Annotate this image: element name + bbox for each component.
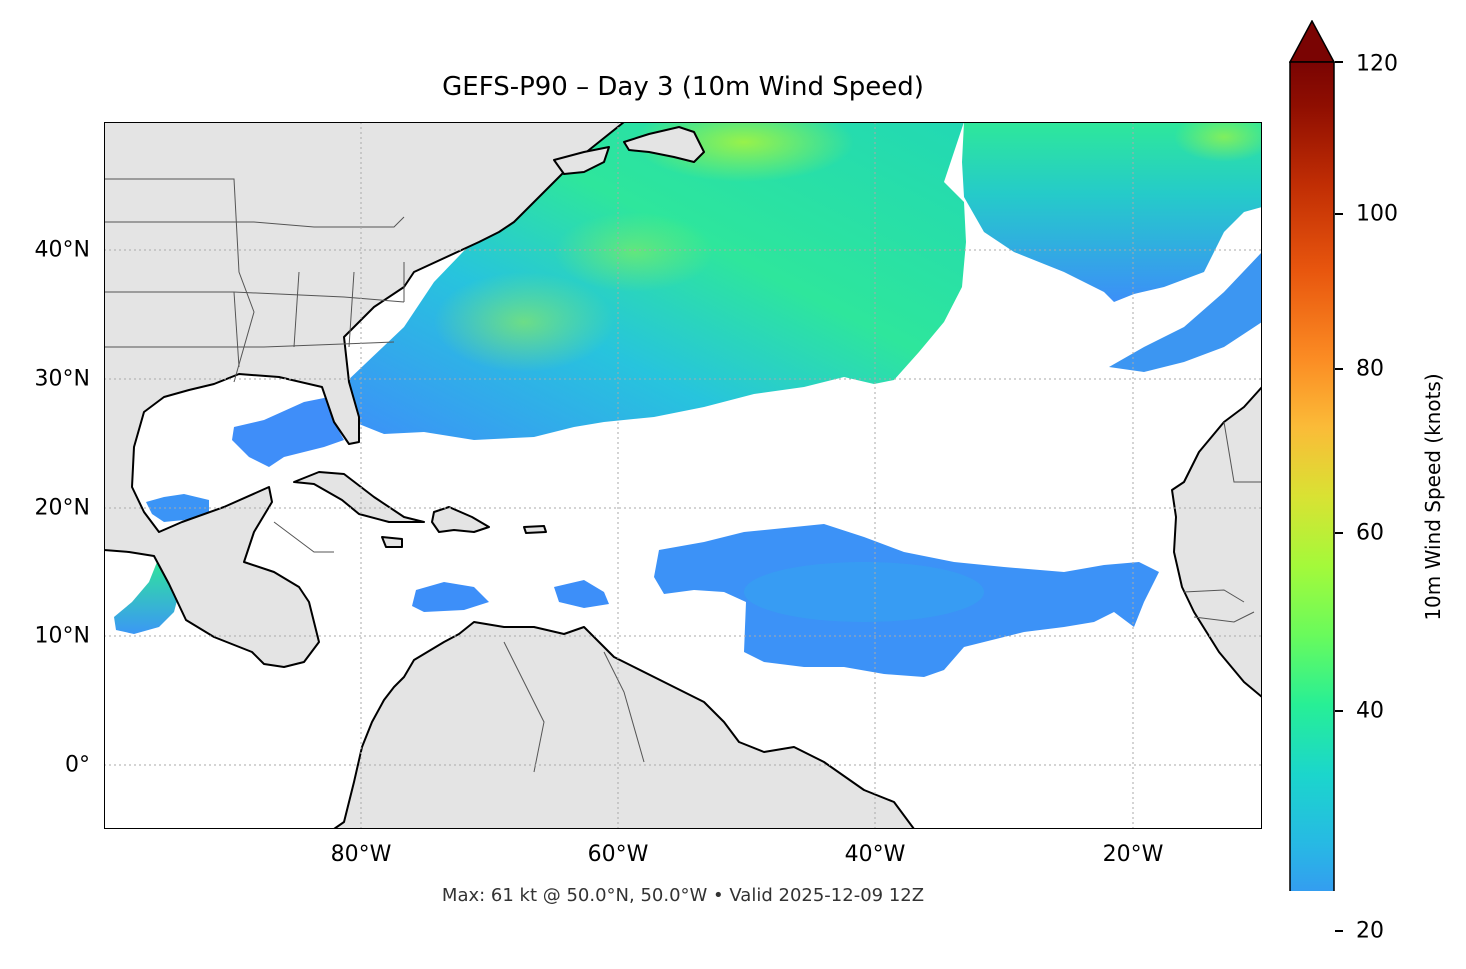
y-tick-30n: 30°N <box>34 366 90 392</box>
colorbar-tick-20 <box>1335 930 1343 932</box>
colorbar-label-20: 20 <box>1356 918 1384 944</box>
x-tick-20w: 20°W <box>1102 842 1164 867</box>
colorbar-label-60: 60 <box>1356 520 1384 546</box>
colorbar-axis-label: 10m Wind Speed (knots) <box>1421 373 1445 621</box>
gridlines <box>104 122 1262 829</box>
colorbar-tick-60 <box>1335 532 1343 534</box>
map-plot-area <box>104 122 1262 829</box>
wind-speed-map <box>104 122 1262 829</box>
colorbar-tick-120 <box>1335 61 1343 63</box>
colorbar-tick-80 <box>1335 368 1343 370</box>
y-tick-10n: 10°N <box>34 623 90 649</box>
colorbar-label-80: 80 <box>1356 356 1384 382</box>
political-borders <box>104 178 1262 773</box>
y-tick-40n: 40°N <box>34 237 90 263</box>
colorbar <box>1289 20 1335 891</box>
land <box>104 122 1262 829</box>
x-tick-80w: 80°W <box>330 842 392 867</box>
x-tick-40w: 40°W <box>844 842 906 867</box>
y-tick-0: 0° <box>65 752 90 778</box>
x-tick-60w: 60°W <box>587 842 649 867</box>
colorbar-label-40: 40 <box>1356 698 1384 724</box>
colorbar-label-100: 100 <box>1356 201 1398 227</box>
colorbar-tick-100 <box>1335 213 1343 215</box>
colorbar-tick-40 <box>1335 710 1343 712</box>
y-tick-20n: 20°N <box>34 495 90 521</box>
chart-title: GEFS-P90 – Day 3 (10m Wind Speed) <box>442 72 924 102</box>
chart-subtitle: Max: 61 kt @ 50.0°N, 50.0°W • Valid 2025… <box>441 885 925 906</box>
colorbar-label-120: 120 <box>1356 51 1398 77</box>
